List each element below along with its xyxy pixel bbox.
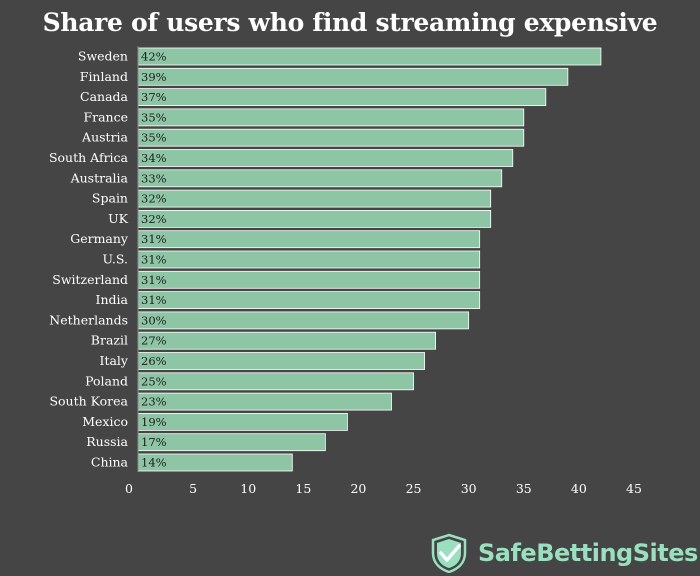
bar-switzerland (137, 270, 481, 289)
data-label: 32% (141, 192, 167, 206)
x-tick-label: 40 (571, 481, 587, 496)
bar-u-s- (137, 250, 481, 269)
x-tick-label: 45 (626, 481, 642, 496)
x-axis-ticks: 0 5 10 15 20 25 30 35 40 45 (125, 481, 642, 496)
category-label: Finland (80, 69, 128, 84)
bar-austria (137, 128, 525, 147)
data-label: 23% (141, 395, 167, 409)
x-tick-label: 0 (125, 481, 133, 496)
bar-mexico (137, 412, 348, 431)
category-label: U.S. (103, 252, 128, 267)
data-label: 42% (141, 50, 167, 64)
data-label: 26% (141, 354, 167, 368)
brand-logo: SafeBettingSites (430, 533, 698, 573)
bar-sweden (137, 47, 602, 66)
data-label: 17% (141, 435, 167, 449)
bar-germany (137, 230, 481, 249)
x-tick-label: 15 (295, 481, 311, 496)
x-tick-label: 20 (350, 481, 366, 496)
category-label: Switzerland (52, 272, 128, 287)
data-label: 31% (141, 273, 167, 287)
category-label: China (91, 455, 129, 470)
category-label: South Africa (49, 150, 129, 165)
category-label: South Korea (49, 394, 128, 409)
bar-south-korea (137, 392, 392, 411)
category-label: Austria (81, 130, 128, 145)
category-label: Brazil (91, 333, 128, 348)
brand-name: SafeBettingSites (478, 539, 698, 567)
bar-canada (137, 88, 547, 106)
data-label: 19% (141, 415, 167, 429)
bar-australia (137, 169, 503, 188)
bar-italy (137, 352, 425, 370)
data-label: 37% (141, 90, 167, 104)
category-labels: Sweden Finland Canada France Austria South Af… (49, 49, 129, 470)
data-label: 31% (141, 253, 167, 267)
data-label: 30% (141, 313, 167, 327)
data-label: 27% (141, 334, 167, 348)
x-tick-label: 30 (461, 481, 477, 496)
category-label: Netherlands (49, 312, 128, 327)
shield-check-icon (431, 533, 467, 573)
data-label: 33% (141, 171, 167, 185)
bar-poland (137, 372, 414, 391)
data-label: 39% (141, 70, 167, 84)
category-label: UK (108, 211, 129, 226)
category-label: India (96, 292, 129, 307)
bar-uk (137, 209, 492, 228)
category-label: Russia (86, 434, 128, 449)
data-label: 32% (141, 212, 167, 226)
data-labels: 42% 39% 37% 35% 35% 34% 33% 32% 32% 31% 31% 31% 31% 3… (141, 50, 167, 470)
data-label: 25% (141, 374, 167, 388)
x-tick-label: 35 (516, 481, 532, 496)
category-label: Mexico (82, 414, 128, 429)
category-label: Sweden (78, 49, 128, 64)
category-label: Spain (92, 191, 128, 206)
data-label: 31% (141, 232, 167, 246)
x-tick-label: 5 (189, 481, 197, 496)
bar-spain (137, 189, 492, 208)
bars-group (137, 47, 602, 472)
category-label: Germany (70, 231, 129, 246)
bar-brazil (137, 331, 437, 350)
bar-france (137, 108, 525, 127)
x-tick-label: 25 (406, 481, 422, 496)
data-label: 35% (141, 110, 167, 124)
data-label: 34% (141, 151, 167, 165)
chart-title: Share of users who find streaming expens… (42, 8, 658, 37)
category-label: Australia (70, 170, 129, 185)
bar-south-africa (137, 149, 514, 167)
category-label: Poland (85, 373, 128, 388)
data-label: 31% (141, 293, 167, 307)
category-label: Canada (80, 89, 129, 104)
data-label: 14% (141, 456, 167, 470)
category-label: Italy (100, 353, 129, 368)
bar-india (137, 291, 481, 310)
data-label: 35% (141, 131, 167, 145)
x-tick-label: 10 (240, 481, 256, 496)
category-label: France (83, 109, 128, 124)
bar-netherlands (137, 311, 470, 330)
bar-finland (137, 67, 569, 86)
